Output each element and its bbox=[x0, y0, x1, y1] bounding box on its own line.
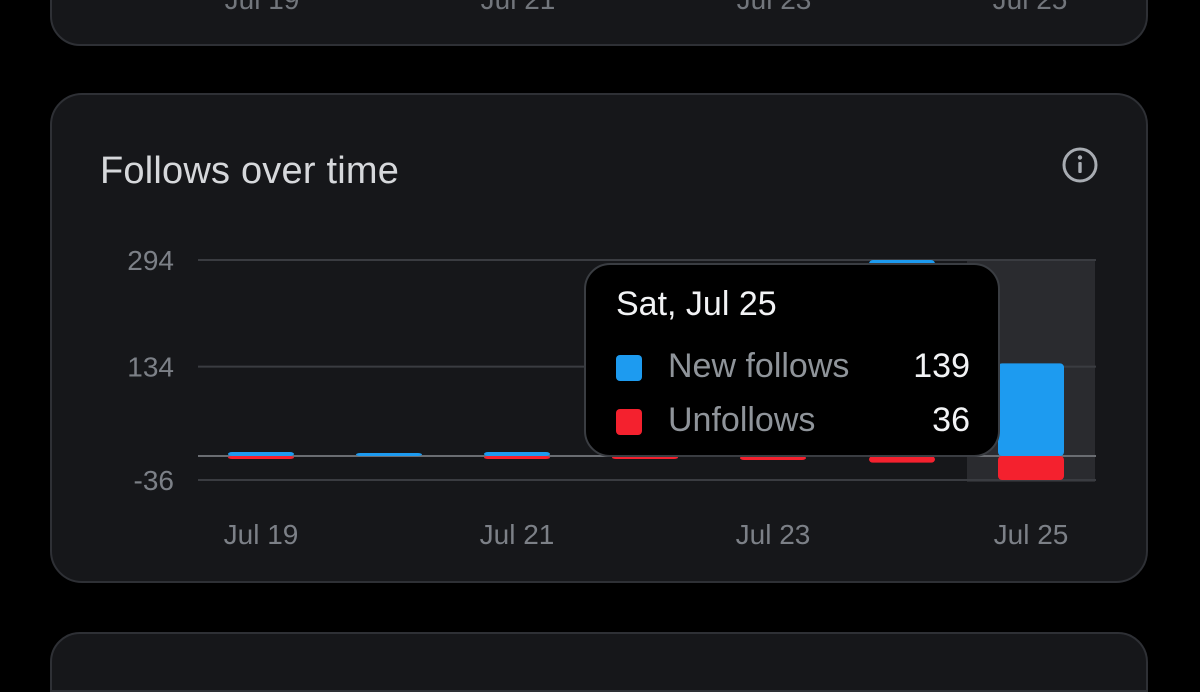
tooltip-row-new-follows: New follows 139 bbox=[616, 347, 970, 387]
tooltip-value: 139 bbox=[913, 347, 970, 385]
bar-new-follows bbox=[998, 363, 1064, 456]
prev-x-tick-label: Jul 19 bbox=[225, 0, 300, 16]
bar-unfollows bbox=[228, 456, 294, 459]
prev-x-tick-label: Jul 23 bbox=[737, 0, 812, 16]
y-tick-label: 134 bbox=[127, 352, 174, 383]
x-tick-label: Jul 25 bbox=[994, 519, 1069, 550]
bar-new-follows bbox=[228, 452, 294, 456]
bar-unfollows bbox=[869, 456, 935, 463]
x-tick-label: Jul 23 bbox=[736, 519, 811, 550]
unfollows-swatch bbox=[616, 409, 642, 435]
bar-new-follows bbox=[356, 453, 422, 456]
previous-chart-card: Jul 19 Jul 21 Jul 23 Jul 25 bbox=[50, 0, 1148, 46]
tooltip-label: New follows bbox=[668, 347, 850, 385]
bar-unfollows bbox=[998, 456, 1064, 480]
x-tick-label: Jul 21 bbox=[480, 519, 555, 550]
tooltip-label: Unfollows bbox=[668, 401, 816, 439]
new-follows-swatch bbox=[616, 355, 642, 381]
y-tick-label: 294 bbox=[127, 245, 174, 276]
x-tick-label: Jul 19 bbox=[224, 519, 299, 550]
chart-tooltip: Sat, Jul 25 New follows 139 Unfollows 36 bbox=[584, 263, 1000, 457]
bar-unfollows bbox=[484, 456, 550, 459]
tooltip-row-unfollows: Unfollows 36 bbox=[616, 401, 970, 441]
bar-unfollows bbox=[740, 456, 806, 460]
card-title: Follows over time bbox=[100, 150, 400, 192]
tooltip-date: Sat, Jul 25 bbox=[616, 285, 777, 323]
info-circle-icon[interactable] bbox=[1060, 145, 1100, 185]
bar-new-follows bbox=[484, 452, 550, 456]
y-tick-label: -36 bbox=[134, 465, 174, 496]
tooltip-value: 36 bbox=[932, 401, 970, 439]
prev-x-tick-label: Jul 21 bbox=[481, 0, 556, 16]
prev-x-tick-label: Jul 25 bbox=[993, 0, 1068, 16]
